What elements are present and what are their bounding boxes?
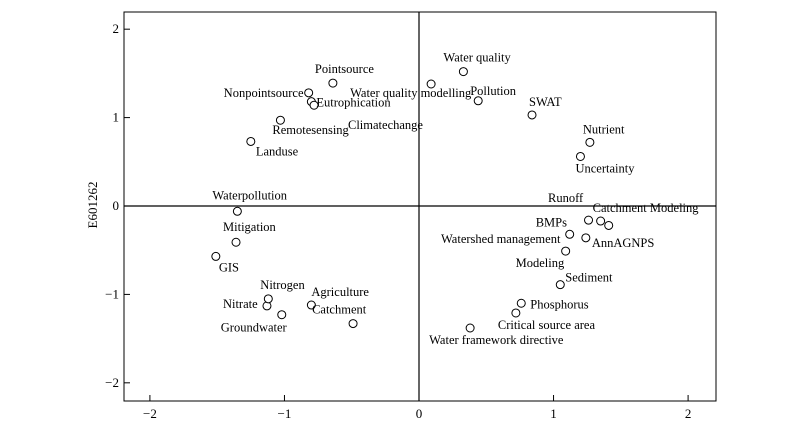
y-axis-label: E601262	[85, 182, 100, 229]
point-label: Catchment	[312, 303, 367, 317]
data-point	[304, 88, 314, 98]
point-label: Groundwater	[221, 321, 288, 335]
point-label: Catchment Modeling	[593, 201, 700, 215]
point-label: Uncertainty	[575, 161, 635, 175]
data-point	[555, 280, 565, 290]
point-label: Waterpollution	[212, 188, 287, 202]
data-point	[306, 300, 316, 310]
data-point	[246, 136, 256, 146]
data-points	[211, 67, 614, 333]
data-point	[328, 78, 338, 88]
point-label: Water quality	[443, 51, 511, 65]
point-label: Water quality modelling	[350, 86, 472, 100]
y-tick-label: 0	[113, 198, 120, 213]
y-ticks: 2 1 0 −1 −2	[105, 21, 130, 390]
point-label: GIS	[219, 260, 239, 274]
data-point	[581, 233, 591, 243]
point-label: Remotesensing	[272, 123, 349, 137]
data-point	[232, 206, 242, 216]
point-label: BMPs	[536, 215, 567, 229]
point-label: Modeling	[516, 256, 565, 270]
point-label: Runoff	[548, 191, 584, 205]
x-tick-label: 2	[685, 406, 692, 421]
point-label: SWAT	[529, 95, 562, 109]
point-label: Landuse	[256, 144, 299, 158]
point-label: Nitrogen	[260, 278, 305, 292]
data-point	[516, 298, 526, 308]
data-point	[596, 216, 606, 226]
y-tick-label: −1	[105, 286, 119, 301]
data-point	[231, 237, 241, 247]
point-label: Nonpointsource	[224, 86, 304, 100]
point-label: Watershed management	[441, 232, 561, 246]
point-label: Critical source area	[498, 318, 596, 332]
data-point	[511, 308, 521, 318]
data-point	[584, 215, 594, 225]
point-label: Water framework directive	[429, 333, 564, 347]
point-labels: Water quality Water quality modellingPoll…	[212, 51, 699, 347]
data-point	[309, 100, 319, 110]
data-point	[473, 96, 483, 106]
data-point	[561, 246, 571, 256]
data-point	[575, 151, 585, 161]
point-label: Mitigation	[223, 220, 277, 234]
data-point	[426, 79, 436, 89]
data-point	[585, 137, 595, 147]
data-point	[465, 323, 475, 333]
point-label: AnnAGNPS	[592, 236, 655, 250]
x-tick-label: −1	[278, 406, 292, 421]
data-point	[604, 220, 614, 230]
y-tick-label: 2	[113, 21, 120, 36]
y-tick-label: 1	[113, 110, 120, 125]
data-point	[275, 115, 285, 125]
x-tick-label: 0	[416, 406, 423, 421]
point-label: Sediment	[565, 271, 613, 285]
data-point	[263, 294, 273, 304]
data-point	[458, 67, 468, 77]
data-point	[211, 251, 221, 261]
data-point	[565, 229, 575, 239]
point-label: Agriculture	[311, 285, 369, 299]
data-point	[348, 319, 358, 329]
point-label: Pointsource	[315, 62, 374, 76]
x-tick-label: −2	[143, 406, 157, 421]
data-point	[527, 110, 537, 120]
point-label: Climatechange	[348, 118, 423, 132]
point-label: Pollution	[470, 84, 517, 98]
point-label: Nitrate	[223, 297, 258, 311]
x-tick-label: 1	[550, 406, 557, 421]
point-label: Phosphorus	[530, 297, 588, 311]
point-label: Eutrophication	[316, 96, 391, 110]
point-label: Nutrient	[583, 122, 625, 136]
x-ticks: −2 −1 0 1 2	[143, 395, 691, 421]
y-tick-label: −2	[105, 375, 119, 390]
data-point	[277, 310, 287, 320]
